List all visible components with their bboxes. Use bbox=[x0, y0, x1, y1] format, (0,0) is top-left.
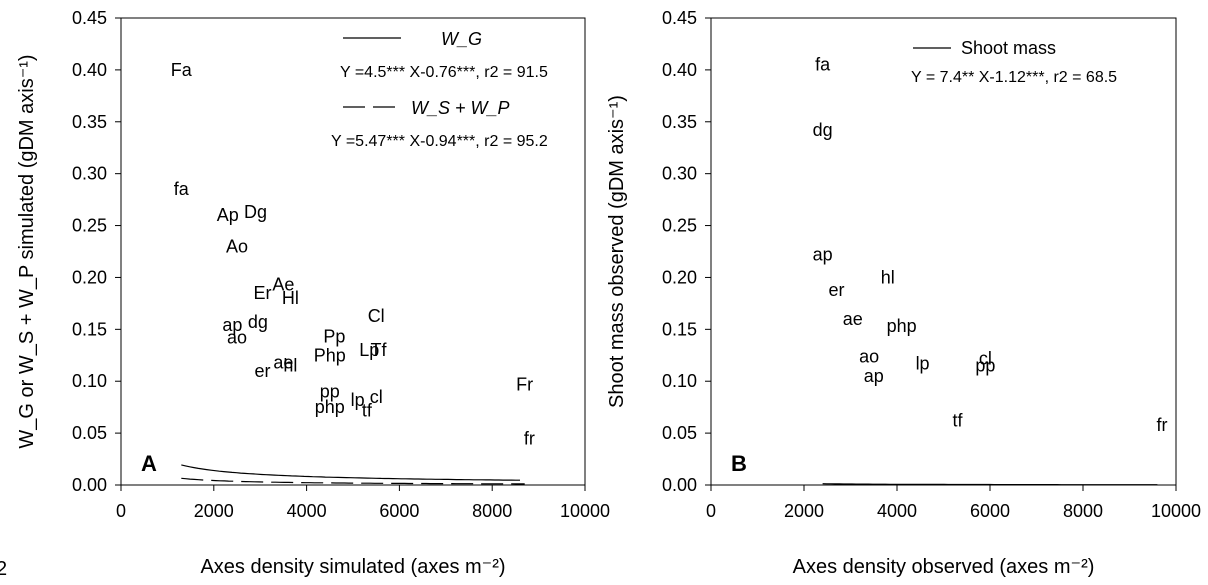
panel-a-point-label: lp bbox=[351, 390, 365, 410]
panel-b-point-label: er bbox=[829, 280, 845, 300]
panel-b-y-tick-label: 0.15 bbox=[662, 319, 697, 339]
panel-b-y-tick-label: 0.25 bbox=[662, 216, 697, 236]
panel-a-x-tick-label: 10000 bbox=[560, 501, 610, 521]
panel-a-point-label: Pp bbox=[323, 327, 345, 347]
panel-b-y-tick-label: 0.10 bbox=[662, 371, 697, 391]
panel-a-y-tick-label: 0.45 bbox=[72, 8, 107, 28]
panel-b-point-label: cl bbox=[979, 348, 992, 368]
panel-b-letter: B bbox=[731, 451, 747, 476]
panel-a-point-label: cl bbox=[370, 387, 383, 407]
panel-b-y-tick-label: 0.45 bbox=[662, 8, 697, 28]
panel-a-y-tick-label: 0.30 bbox=[72, 164, 107, 184]
panel-b-x-tick-label: 8000 bbox=[1063, 501, 1103, 521]
panel-a-letter: A bbox=[141, 451, 157, 476]
panel-a-y-tick-label: 0.05 bbox=[72, 423, 107, 443]
panel-b-point-label: lp bbox=[916, 354, 930, 374]
panel-b-y-tick-label: 0.05 bbox=[662, 423, 697, 443]
panel-a-y-tick-label: 0.35 bbox=[72, 112, 107, 132]
panel-a-legend-equation-2: Y =5.47*** X-0.94***, r2 = 95.2 bbox=[331, 133, 548, 150]
panel-b-point-label: hl bbox=[881, 267, 895, 287]
panel-b-point-label: fr bbox=[1157, 415, 1168, 435]
panel-a-y-tick-label: 0.10 bbox=[72, 371, 107, 391]
panel-a-point-label: tf bbox=[362, 400, 373, 420]
panel-a-point-label: Dg bbox=[244, 202, 267, 222]
panel-b-x-tick-label: 10000 bbox=[1151, 501, 1201, 521]
panel-a-point-label: Ao bbox=[226, 236, 248, 256]
panel-a-x-tick-label: 2000 bbox=[194, 501, 234, 521]
panel-b-legend-series-1: Shoot mass bbox=[961, 38, 1056, 58]
panel-a-point-label: hl bbox=[283, 356, 297, 376]
panel-b-point-label: ap bbox=[864, 366, 884, 386]
panel-a-point-label: Hl bbox=[282, 288, 299, 308]
panel-b-point-label: ap bbox=[813, 245, 833, 265]
panel-b-point-label: ao bbox=[859, 346, 879, 366]
panel-a-point-label: er bbox=[255, 361, 271, 381]
panel-a-y-tick-label: 0.20 bbox=[72, 267, 107, 287]
panel-a-legend-series-1: W_G bbox=[441, 29, 482, 49]
panel-b-y-axis-label: Shoot mass observed (gDM axis⁻¹) bbox=[606, 95, 628, 408]
panel-a-point-label: Fr bbox=[516, 374, 533, 394]
panel-a-point-label: Ae bbox=[272, 275, 294, 295]
panel-b-x-tick-label: 2000 bbox=[784, 501, 824, 521]
panel-a-point-label: php bbox=[315, 397, 345, 417]
panel-a-point-label: ao bbox=[227, 328, 247, 348]
panel-b-x-axis-label: Axes density observed (axes m⁻²) bbox=[793, 556, 1095, 578]
panel-a-legend-equation-1: Y =4.5*** X-0.76***, r2 = 91.5 bbox=[340, 64, 548, 81]
panel-a-point-label: Php bbox=[314, 345, 346, 365]
panel-a-legend-series-2: W_S + W_P bbox=[411, 98, 510, 118]
panel-a-x-tick-label: 8000 bbox=[472, 501, 512, 521]
panel-a-x-axis-label: Axes density simulated (axes m⁻²) bbox=[200, 556, 505, 578]
panel-b-plot-frame bbox=[710, 17, 1177, 486]
panel-a-point-label: ap bbox=[222, 315, 242, 335]
panel-b-point-label: ae bbox=[843, 309, 863, 329]
panel-b-point-label: fa bbox=[815, 55, 831, 75]
panel-b-x-tick-label: 6000 bbox=[970, 501, 1010, 521]
panel-a-y-tick-label: 0.00 bbox=[72, 475, 107, 495]
panel-a-y-axis-label: W_G or W_S + W_P simulated (gDM axis⁻¹) bbox=[16, 54, 38, 448]
panel-b-x-tick-label: 0 bbox=[706, 501, 716, 521]
panel-a-point-label: fa bbox=[174, 179, 190, 199]
panel-a-point-label: ae bbox=[273, 353, 293, 373]
panel-a-point-label: dg bbox=[248, 312, 268, 332]
panel-a-fit-curve-1 bbox=[181, 464, 520, 481]
panel-a-point-label: Cl bbox=[368, 306, 385, 326]
panel-a-x-tick-label: 0 bbox=[116, 501, 126, 521]
panel-a-point-label: Ap bbox=[217, 205, 239, 225]
panel-a-point-label: Tf bbox=[371, 340, 388, 360]
panel-a-x-tick-label: 6000 bbox=[379, 501, 419, 521]
panel-b-legend-equation-1: Y = 7.4** X-1.12***, r2 = 68.5 bbox=[911, 69, 1117, 86]
panel-a-point-label: pp bbox=[320, 382, 340, 402]
panel-b-fit-curve-1 bbox=[822, 483, 1158, 486]
panel-b-y-tick-label: 0.00 bbox=[662, 475, 697, 495]
panel-a-fit-curve-2 bbox=[181, 477, 525, 485]
panel-a-y-tick-label: 0.40 bbox=[72, 60, 107, 80]
panel-b-point-label: tf bbox=[952, 411, 963, 431]
panel-a-point-label: Fa bbox=[171, 60, 193, 80]
panel-a-plot-frame bbox=[120, 17, 586, 486]
panel-a-point-label: Er bbox=[254, 283, 272, 303]
panel-b-y-tick-label: 0.35 bbox=[662, 112, 697, 132]
panel-b-point-label: php bbox=[887, 316, 917, 336]
stray-page-number: 2 bbox=[0, 558, 8, 580]
panel-b-x-tick-label: 4000 bbox=[877, 501, 917, 521]
panel-a-point-label: Lp bbox=[359, 340, 379, 360]
panel-a-x-tick-label: 4000 bbox=[287, 501, 327, 521]
panel-b-y-tick-label: 0.20 bbox=[662, 267, 697, 287]
panel-a-point-label: fr bbox=[524, 428, 535, 448]
panel-b-point-label: dg bbox=[813, 120, 833, 140]
panel-b-point-label: pp bbox=[975, 356, 995, 376]
panel-b-y-tick-label: 0.30 bbox=[662, 164, 697, 184]
panel-a-y-tick-label: 0.15 bbox=[72, 319, 107, 339]
panel-a-y-tick-label: 0.25 bbox=[72, 216, 107, 236]
panel-b-y-tick-label: 0.40 bbox=[662, 60, 697, 80]
